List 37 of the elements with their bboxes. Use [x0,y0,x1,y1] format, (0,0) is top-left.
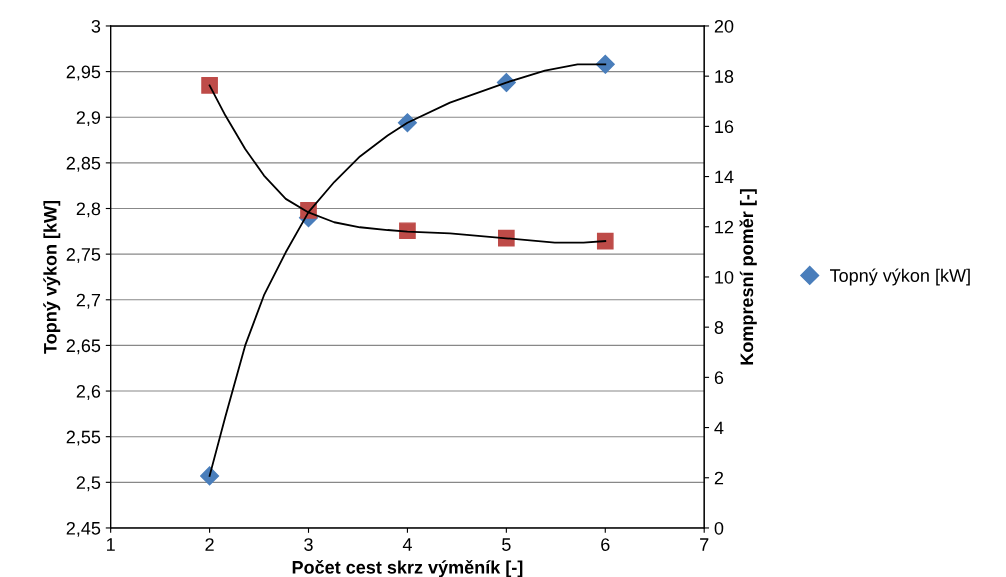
x-tick-label: 7 [700,538,709,551]
y2-tick-label: 18 [715,70,734,83]
x-tick-label: 4 [402,538,412,551]
y-tick-label: 2,9 [76,111,101,127]
y-tick-label: 2,6 [76,384,101,400]
y-tick-label: 2,65 [66,339,101,355]
y-tick-label: 3 [91,19,101,33]
point [200,466,220,486]
x-tick-label: 1 [107,538,115,551]
y2-tick-label: 0 [714,521,724,535]
x-tick-label: 6 [601,538,610,551]
y-tick-label: 2,5 [76,476,101,492]
y2-tick-label: 14 [715,170,734,184]
y2-tick-label: 16 [715,120,734,134]
y-tick-label: 2,55 [66,430,101,446]
y-tick-label: 2,7 [76,293,101,309]
y2-tick-label: 4 [714,421,724,435]
legend-label: Topný výkon [kW] [830,268,970,286]
y2-tick-label: 6 [714,371,724,385]
x-tick-label: 5 [502,538,511,551]
point [201,77,218,94]
point [596,232,614,250]
y-tick-label: 2,95 [66,65,101,81]
y-tick-label: 2,8 [76,202,101,218]
y2-tick-label: 12 [715,220,734,234]
y-tick-label: 2,75 [66,248,101,263]
y2-tick-label: 2 [714,471,724,485]
x-axis-title: Počet cest skrz výměník [-] [292,560,523,577]
y2-tick-label: 10 [715,270,734,284]
x-tick-label: 3 [304,538,313,551]
y-tick-label: 2,85 [66,156,101,172]
y2-axis-title: Kompresní poměr [-] [739,189,757,365]
x-tick-label: 2 [205,538,214,551]
y2-tick-label: 20 [714,19,734,33]
y2-tick-label: 8 [714,321,724,334]
y-tick-label: 2,45 [66,521,101,537]
y-axis-title: Topný výkon [kW] [43,200,61,354]
